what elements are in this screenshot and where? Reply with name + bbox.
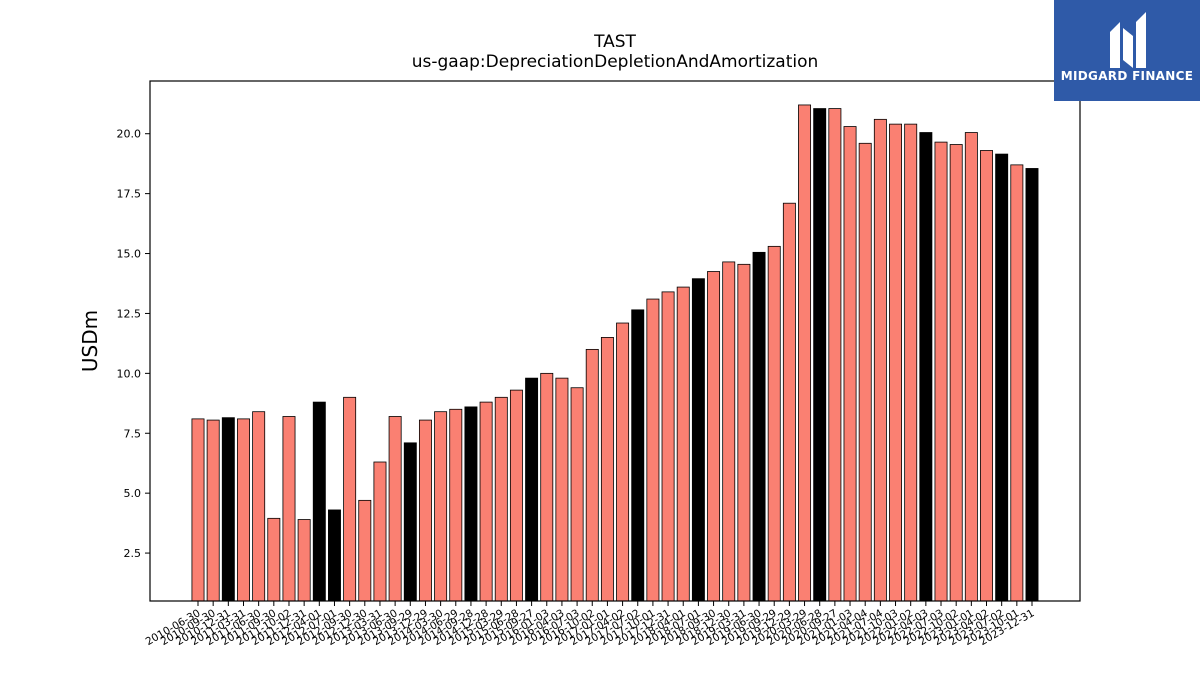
bar [525, 377, 539, 602]
bar-series [191, 104, 1039, 602]
bar [813, 108, 827, 602]
chart-title-block: TAST us-gaap:DepreciationDepletionAndAmo… [150, 32, 1080, 72]
bar [995, 153, 1009, 602]
bar [828, 108, 842, 602]
bar [782, 202, 796, 602]
y-tick-label: 5.0 [124, 487, 142, 500]
bar [873, 118, 887, 602]
bar [403, 442, 417, 602]
y-tick-label: 12.5 [117, 307, 142, 320]
bar [252, 411, 266, 602]
y-axis-label: USDm [78, 310, 102, 372]
bar [737, 263, 751, 602]
bar [464, 406, 478, 602]
brand-logo: MIDGARD FINANCE [1054, 0, 1200, 101]
bar [964, 132, 978, 602]
y-axis: 2.5 5.0 7.5 10.0 12.5 15.0 17.5 20.0 [117, 128, 150, 560]
bar [555, 377, 569, 602]
bar [282, 416, 296, 602]
bar [191, 418, 205, 602]
bar [858, 142, 872, 602]
bar [767, 245, 781, 602]
bar [585, 348, 599, 602]
bar [373, 461, 387, 602]
bar [343, 396, 357, 602]
bar [904, 123, 918, 602]
bar [540, 372, 554, 602]
bar [722, 261, 736, 602]
bar [752, 251, 766, 602]
bar [600, 337, 614, 602]
y-tick-label: 17.5 [117, 188, 142, 201]
bar [312, 401, 326, 602]
bar [889, 123, 902, 602]
plot-frame [149, 80, 1081, 602]
bar [843, 126, 857, 602]
bar [676, 286, 690, 602]
bar [297, 519, 311, 602]
bar [691, 278, 705, 602]
bar [949, 144, 963, 602]
bar [570, 387, 584, 602]
bar [206, 419, 220, 602]
bar [328, 509, 341, 602]
bar [919, 132, 933, 602]
y-tick-label: 20.0 [117, 128, 142, 141]
bar [509, 389, 523, 602]
bar [798, 104, 812, 602]
y-tick-label: 2.5 [124, 547, 142, 560]
bar [980, 150, 993, 602]
logo-text: MIDGARD FINANCE [1060, 69, 1194, 83]
bar [934, 141, 948, 602]
x-axis: 2010-06-302010-09-302010-12-312011-03-31… [144, 601, 1037, 648]
bar [616, 322, 630, 602]
chart-title: TAST [594, 32, 636, 52]
bar [646, 298, 660, 602]
bar [479, 401, 493, 602]
bar [631, 309, 645, 602]
bar [434, 411, 448, 602]
bar [661, 291, 675, 602]
bar [494, 396, 508, 602]
bar [267, 517, 281, 602]
y-tick-label: 10.0 [117, 367, 142, 380]
bar [418, 419, 432, 602]
bar [237, 418, 250, 602]
bar [221, 417, 235, 602]
bar [707, 271, 721, 602]
bar [1025, 168, 1039, 602]
bar [449, 408, 463, 602]
bar [388, 416, 402, 602]
y-tick-label: 15.0 [117, 248, 142, 261]
y-tick-label: 7.5 [124, 427, 142, 440]
bar [1010, 164, 1024, 602]
midgard-logo-icon [1110, 12, 1146, 68]
chart-subtitle: us-gaap:DepreciationDepletionAndAmortiza… [411, 52, 819, 72]
bar [358, 499, 372, 602]
